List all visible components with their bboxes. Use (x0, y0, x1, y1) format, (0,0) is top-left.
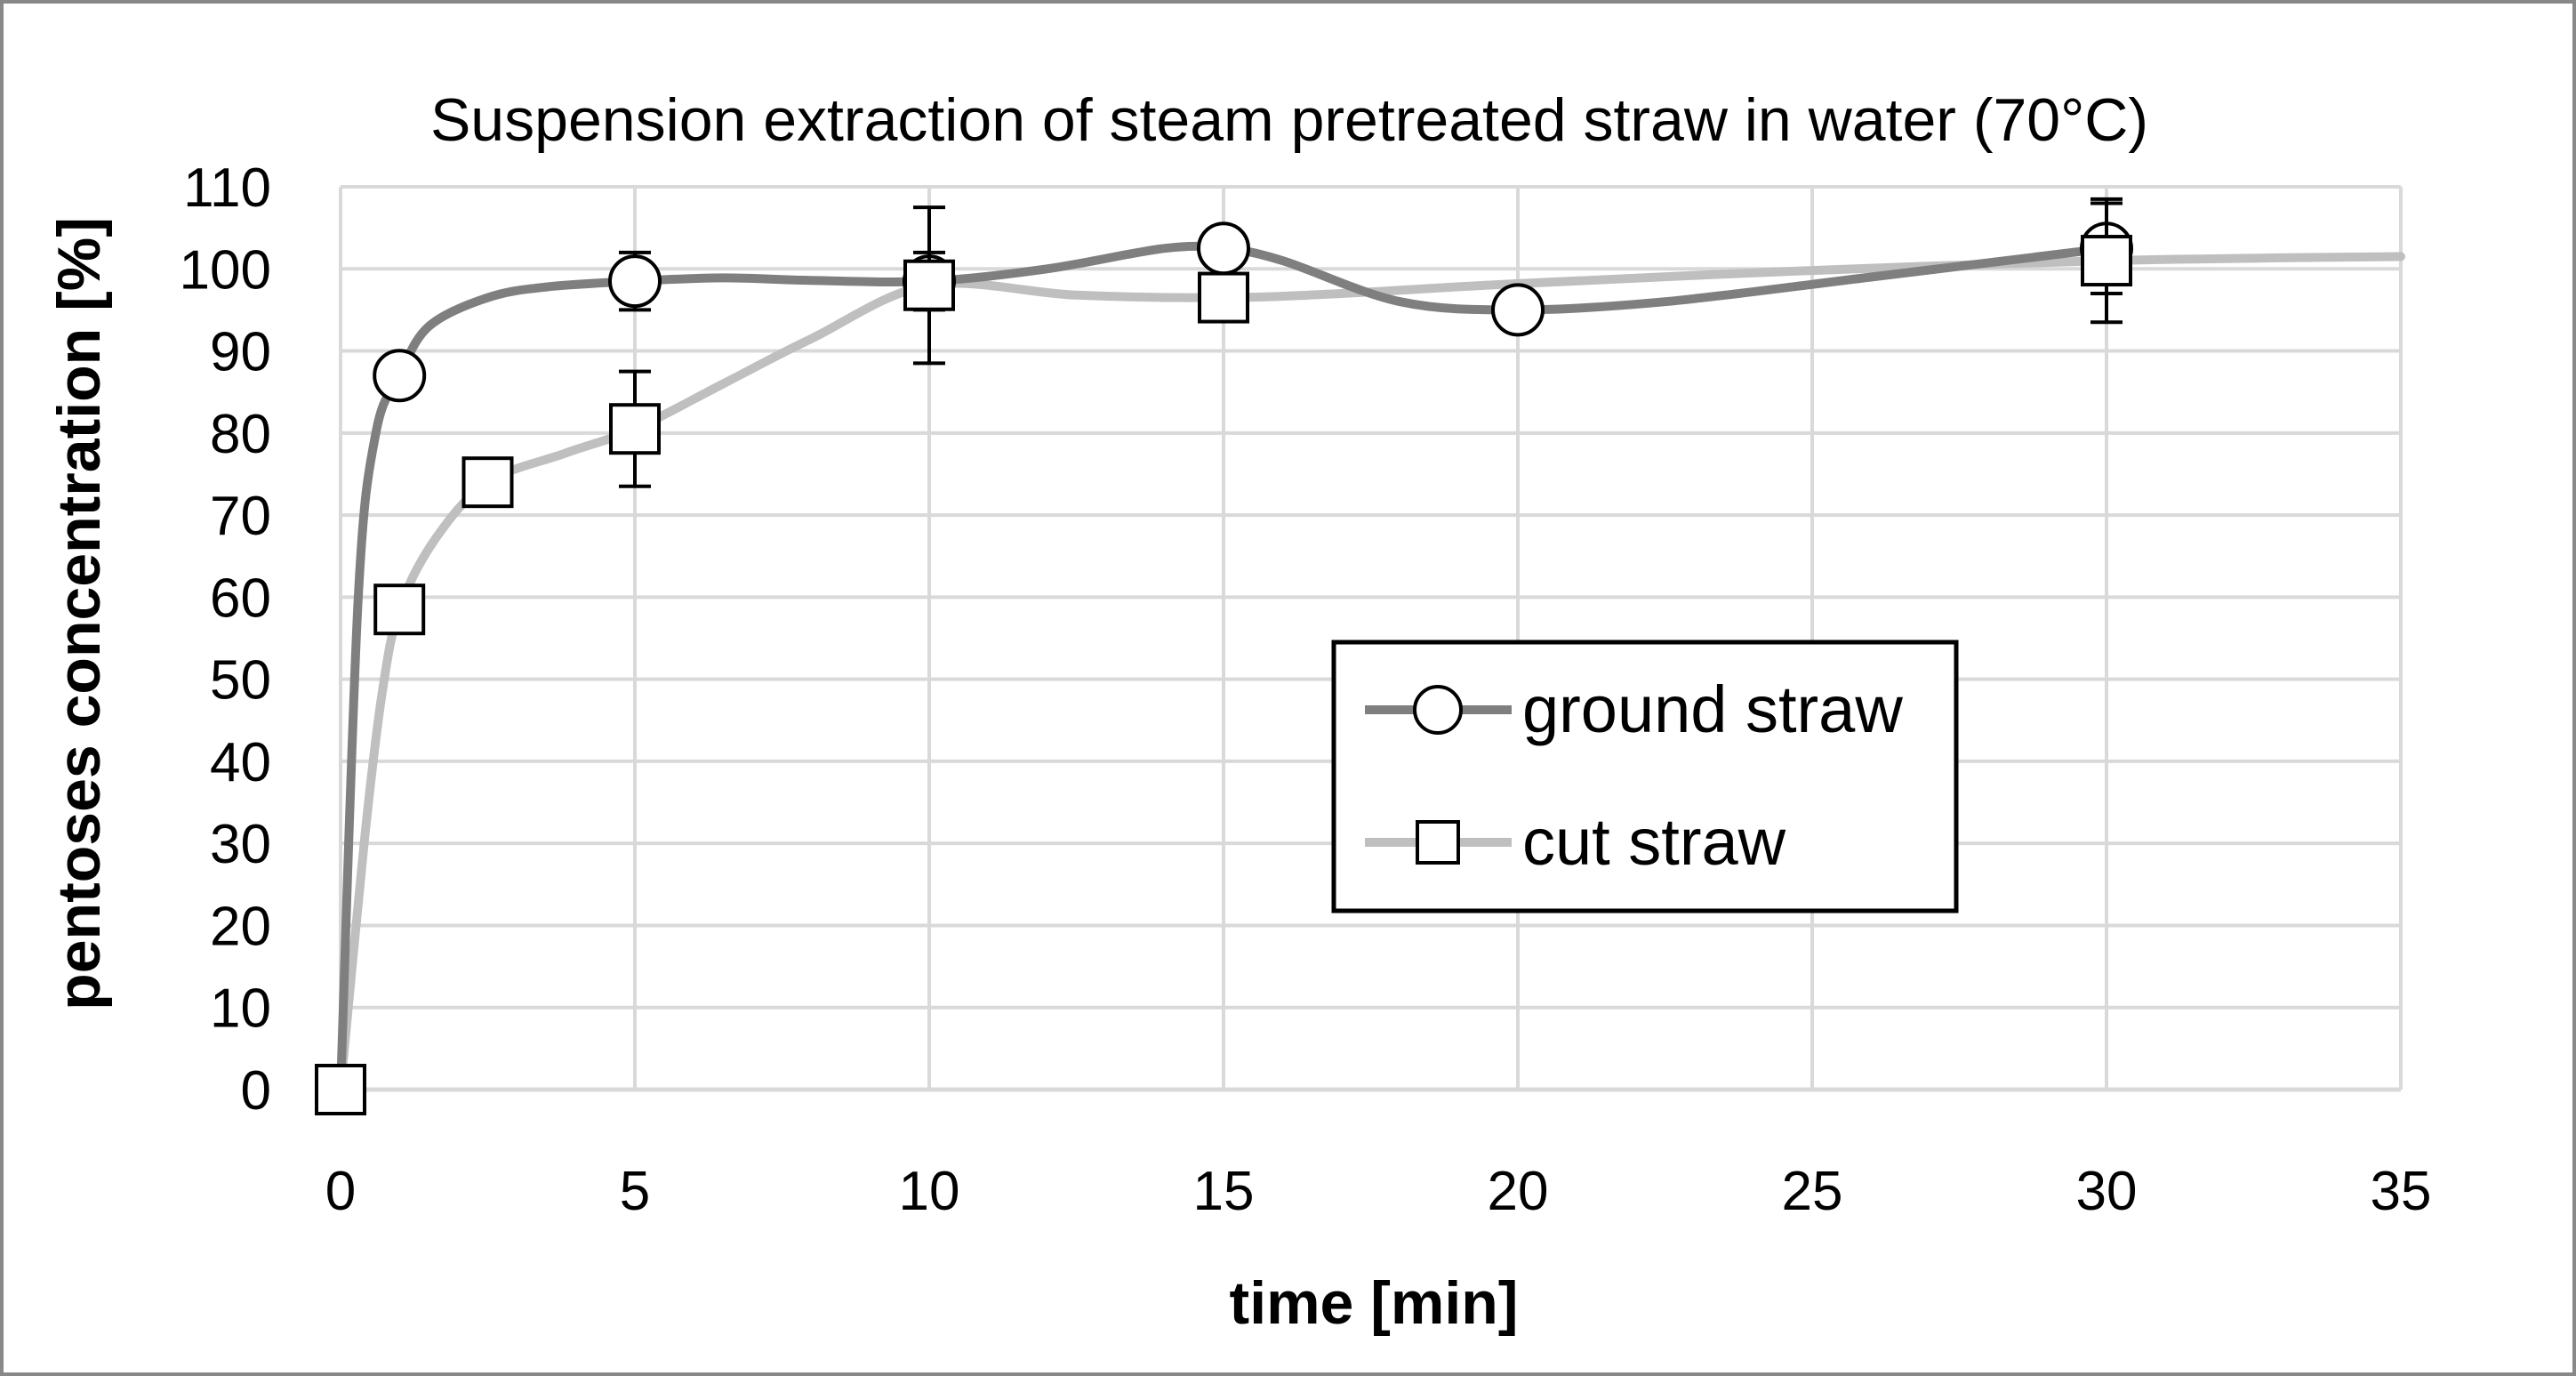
y-tick-label: 50 (210, 650, 271, 712)
x-tick-labels: 0 5 10 15 20 25 30 35 (325, 1161, 2432, 1222)
data-point-cut-straw (903, 259, 955, 311)
y-tick-label: 40 (210, 732, 271, 793)
x-tick-label: 20 (1488, 1161, 1549, 1222)
data-point-ground-straw (373, 349, 427, 403)
y-tick-label: 70 (210, 486, 271, 547)
legend-marker-cut-straw (1416, 820, 1460, 865)
data-point-cut-straw (1198, 271, 1249, 324)
data-point-ground-straw (1197, 221, 1250, 276)
x-tick-label: 25 (1782, 1161, 1843, 1222)
legend: ground straw cut straw (1331, 640, 1959, 913)
x-tick-label: 35 (2371, 1161, 2432, 1222)
x-tick-label: 15 (1193, 1161, 1255, 1222)
y-tick-label: 100 (180, 239, 271, 301)
y-tick-label: 10 (210, 978, 271, 1040)
x-tick-label: 5 (620, 1161, 650, 1222)
x-tick-label: 30 (2076, 1161, 2138, 1222)
y-tick-label: 20 (210, 896, 271, 957)
data-point-cut-straw (373, 583, 426, 636)
legend-label-cut-straw: cut straw (1522, 805, 1786, 879)
data-point-cut-straw (461, 456, 514, 509)
x-tick-label: 0 (325, 1161, 356, 1222)
y-tick-label: 110 (183, 157, 271, 219)
chart-title: Suspension extraction of steam pretreate… (430, 86, 2148, 154)
y-tick-label: 30 (210, 814, 271, 875)
y-tick-label: 80 (210, 404, 271, 465)
y-tick-labels: 0 10 20 30 40 50 60 70 80 90 100 110 (180, 157, 271, 1122)
y-tick-label: 60 (210, 567, 271, 629)
y-axis-title: pentoses concentration [%] (45, 217, 113, 1010)
y-tick-label: 0 (241, 1060, 271, 1122)
data-point-cut-straw (2081, 235, 2132, 287)
series-layer (315, 197, 2405, 1115)
x-tick-label: 10 (899, 1161, 960, 1222)
y-tick-label: 90 (210, 322, 271, 383)
data-point-cut-straw (609, 403, 661, 455)
data-point-cut-straw (315, 1064, 366, 1115)
legend-marker-ground-straw (1413, 685, 1463, 735)
data-point-ground-straw (608, 254, 662, 309)
legend-label-ground-straw: ground straw (1522, 672, 1903, 746)
x-axis-title: time [min] (1230, 1269, 1519, 1337)
data-point-ground-straw (1491, 283, 1545, 337)
